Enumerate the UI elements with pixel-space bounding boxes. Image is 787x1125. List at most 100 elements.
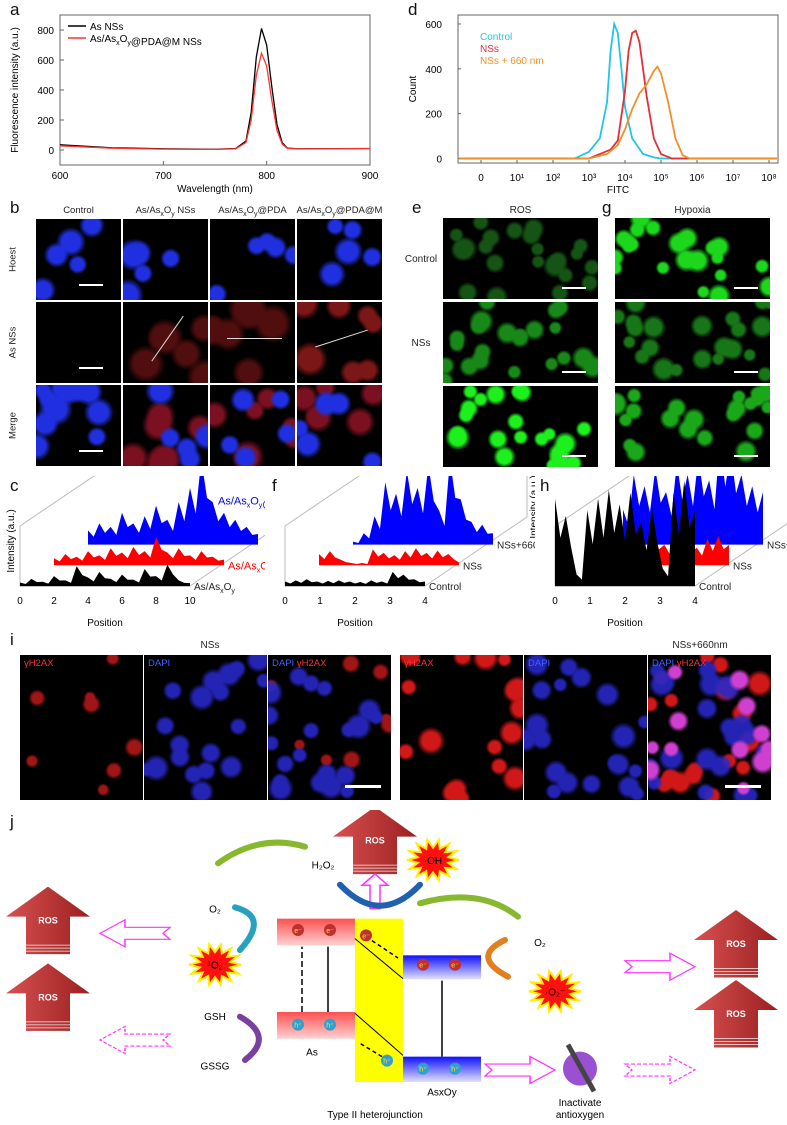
series-line — [59, 28, 371, 150]
cell-layer — [36, 302, 121, 383]
x-tick-label: 10⁷ — [726, 173, 741, 184]
channel-label: DAPI γH2AX — [652, 658, 707, 669]
red-layer — [400, 655, 523, 800]
hole-transfer-arrow — [359, 1042, 383, 1058]
x-tick-label: 4 — [422, 596, 428, 607]
panel-j-mechanism-scheme: ROS ROS ROS ROS ROS ·OH ¹O₂ ·O₂⁻ e⁻ e⁻ e⁻ e⁻ e⁻ h⁺ h⁺ h… — [6, 810, 778, 1121]
cell-layer — [615, 302, 770, 383]
junction-region — [355, 918, 403, 1082]
asxoy-conduction-band — [403, 955, 481, 980]
x-tick-label: 4 — [85, 596, 91, 607]
x-axis-label: Wavelength (nm) — [177, 184, 253, 195]
band-edge — [354, 938, 404, 980]
x-tick-label: 2 — [352, 596, 358, 607]
micrograph — [123, 219, 208, 300]
carrier-label: e⁻ — [294, 928, 302, 935]
x-tick-label: 700 — [155, 171, 172, 182]
radical-burst — [528, 968, 582, 1015]
x-tick-label: 10² — [546, 173, 561, 184]
micrograph — [36, 385, 121, 466]
micrograph — [123, 302, 208, 383]
ros-up-arrow: ROS — [6, 963, 90, 1031]
hollow-arrow — [623, 1055, 697, 1085]
series-label: As/AsxOy — [194, 582, 235, 595]
radical-label: ·OH — [424, 856, 442, 867]
nuclei-layer — [210, 385, 295, 466]
column-header: As/AsxOy NSs — [135, 205, 196, 218]
asxoy-valence-band — [403, 1056, 481, 1082]
ros-arrow-shape — [6, 886, 90, 955]
series-label: As/AsxOy@PDA — [228, 560, 265, 575]
red-layer — [20, 655, 143, 800]
cell-layer — [615, 386, 770, 467]
series-label: NSs — [733, 561, 752, 572]
scale-bar — [725, 785, 761, 788]
micrograph — [36, 302, 121, 383]
micrograph: γH2AX — [20, 655, 143, 800]
x-tick-label: 10⁶ — [689, 173, 704, 184]
micrograph — [297, 302, 382, 383]
micrograph — [443, 218, 598, 299]
legend-entry: As NSs — [90, 22, 123, 33]
arrow-outline — [483, 1055, 557, 1085]
reaction-arrow — [417, 894, 521, 920]
scale-bar — [734, 455, 758, 457]
x-tick-label: 3 — [387, 596, 393, 607]
cell-layer — [123, 302, 208, 383]
carrier-label: e⁻ — [362, 933, 370, 940]
row-label: Merge — [7, 411, 19, 439]
profile-area — [623, 476, 763, 545]
x-tick-label: 600 — [52, 171, 69, 182]
x-tick-label: 0 — [17, 596, 23, 607]
micrograph — [297, 385, 382, 466]
ros-arrow-body — [694, 980, 778, 1048]
series-label: As/AsxOy@PDA@M — [218, 496, 265, 511]
ros-arrow-shape — [333, 810, 417, 875]
ros-up-arrow: ROS — [333, 810, 417, 875]
column-header: As/AsxOy@PDA@M — [296, 205, 383, 218]
x-tick-label: 0 — [552, 596, 558, 607]
channel-label: DAPI — [528, 658, 551, 669]
nuclei-layer — [36, 385, 121, 466]
legend-entry: NSs + 660 nm — [480, 56, 544, 67]
micrograph: γH2AX — [400, 655, 523, 800]
x-tick-label: 1 — [317, 596, 323, 607]
hollow-arrow-up — [359, 873, 391, 910]
panel-label-c: c — [10, 476, 19, 495]
profile-area — [88, 476, 258, 545]
channel-label: DAPI γH2AX — [272, 658, 327, 669]
x-tick-label: 900 — [362, 171, 379, 182]
micrograph: DAPI γH2AX — [268, 655, 391, 800]
reaction-arrow — [215, 839, 308, 867]
x-axis-label: Position — [87, 618, 123, 629]
group-title: NSs — [200, 640, 220, 651]
charge-carrier — [417, 958, 429, 971]
x-axis-label: Position — [337, 618, 373, 629]
ros-label: ROS — [726, 939, 746, 949]
profile-area — [555, 481, 695, 586]
gsh-label: GSH — [204, 1012, 226, 1023]
profile-area — [54, 536, 224, 566]
cell-layer — [297, 219, 382, 300]
axis-box — [19, 476, 95, 586]
x-tick-label: 1 — [587, 596, 593, 607]
ros-arrow-body — [694, 910, 778, 978]
channel-label: γH2AX — [404, 658, 434, 669]
y-tick-label: 800 — [37, 26, 54, 37]
row-label: NSs — [411, 338, 431, 349]
row-label: As NSs — [7, 326, 19, 358]
x-tick-label: 10¹ — [510, 173, 525, 184]
panel-label-a: a — [10, 0, 20, 19]
inactivate-label: Inactivate — [559, 1098, 602, 1109]
series-label: NSs+660nm — [767, 541, 787, 552]
micrograph — [443, 386, 598, 467]
x-tick-label: 10⁸ — [761, 173, 776, 184]
nuclei-layer — [123, 385, 208, 466]
carrier-label: h⁺ — [451, 1067, 459, 1074]
x-tick-label: 10⁴ — [617, 173, 632, 184]
x-tick-label: 2 — [51, 596, 57, 607]
channel-label: γH2AX — [24, 658, 54, 669]
blue-layer — [524, 655, 647, 800]
legend-entry: Control — [480, 32, 512, 43]
radical-label: ¹O₂ — [208, 961, 223, 972]
